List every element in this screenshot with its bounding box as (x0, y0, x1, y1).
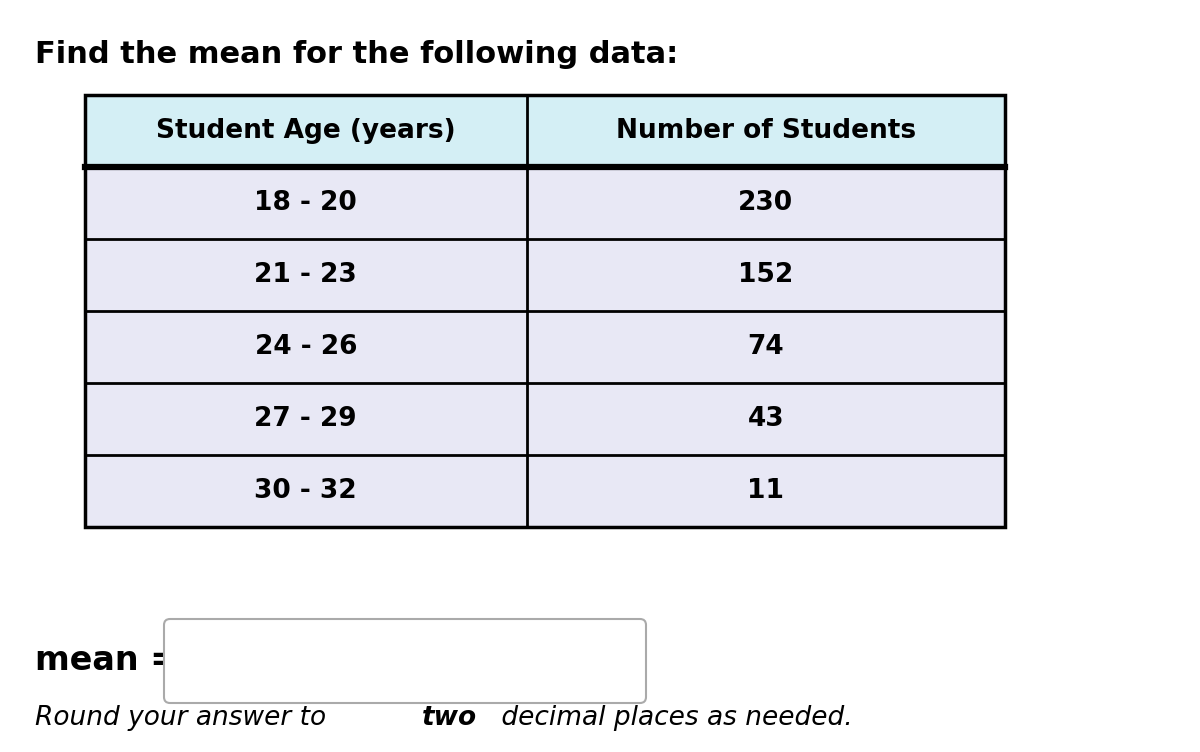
Text: Student Age (years): Student Age (years) (156, 118, 456, 144)
Text: 230: 230 (738, 190, 793, 216)
Text: 152: 152 (738, 262, 793, 288)
Text: 74: 74 (748, 334, 784, 360)
Text: 18 - 20: 18 - 20 (254, 190, 358, 216)
Text: decimal places as needed.: decimal places as needed. (492, 705, 852, 731)
Bar (85, 383, 1006, 455)
Text: Number of Students: Number of Students (616, 118, 916, 144)
FancyBboxPatch shape (164, 619, 646, 703)
Text: two: two (421, 705, 476, 731)
Bar (85, 455, 1006, 527)
Text: 11: 11 (748, 478, 785, 504)
Text: 43: 43 (748, 406, 784, 432)
Bar (85, 95, 1006, 167)
Bar (85, 239, 1006, 311)
Text: Round your answer to: Round your answer to (35, 705, 335, 731)
Text: 21 - 23: 21 - 23 (254, 262, 358, 288)
Bar (85, 167, 1006, 239)
Text: 24 - 26: 24 - 26 (254, 334, 358, 360)
Bar (85, 311, 1006, 383)
Text: Find the mean for the following data:: Find the mean for the following data: (35, 40, 678, 69)
Text: 30 - 32: 30 - 32 (254, 478, 358, 504)
Bar (85, 95, 1006, 527)
Text: mean =: mean = (35, 644, 178, 678)
Text: 27 - 29: 27 - 29 (254, 406, 358, 432)
